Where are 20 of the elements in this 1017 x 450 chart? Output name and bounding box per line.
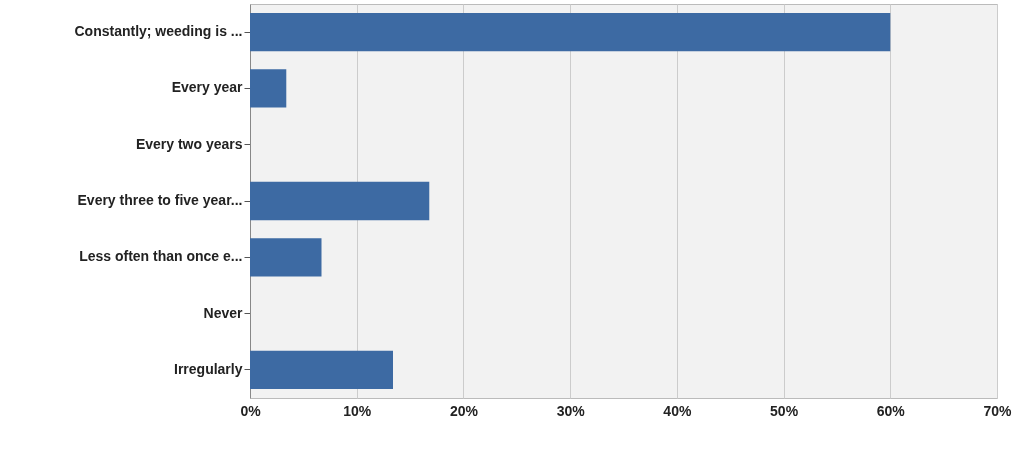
x-tick-label: 10% [343, 402, 372, 419]
y-tick-label: Never [203, 304, 244, 321]
bar [250, 181, 430, 221]
x-tick-label: 0% [240, 402, 262, 419]
x-tick-label: 20% [449, 402, 479, 419]
bar [250, 69, 287, 108]
bar [250, 350, 393, 389]
x-tick-label: 30% [556, 402, 586, 419]
y-tick-label: Irregularly [174, 360, 243, 377]
y-tick-label: Every year [171, 79, 244, 96]
y-tick-label: Every three to five year... [77, 192, 243, 208]
bar [250, 238, 322, 277]
x-tick-label: 40% [663, 402, 692, 419]
x-tick-label: 50% [770, 402, 799, 419]
bar [250, 13, 891, 52]
y-tick-label: Less often than once e... [79, 248, 243, 265]
y-tick-label: Constantly; weeding is ... [74, 23, 243, 40]
x-tick-label: 70% [983, 402, 1013, 419]
x-tick-label: 60% [876, 402, 906, 419]
y-tick-label: Every two years [135, 135, 243, 152]
